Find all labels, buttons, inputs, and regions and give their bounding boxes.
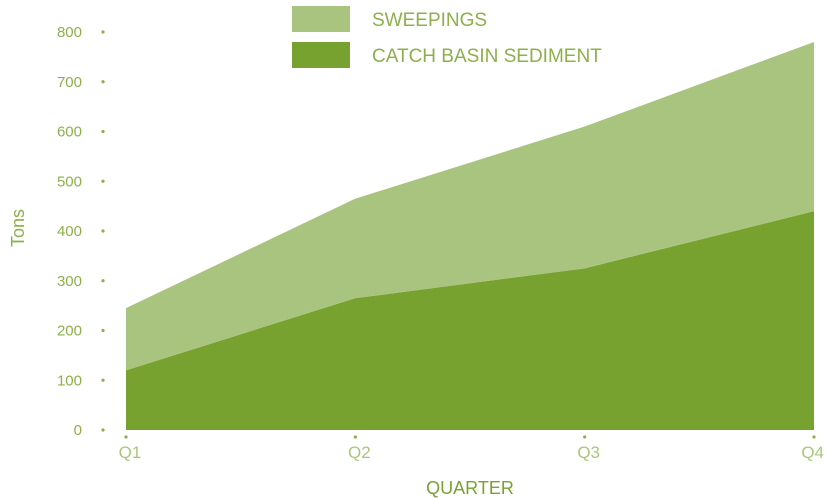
legend-swatch-sweepings — [292, 6, 350, 32]
y-axis: 0 100 200 300 400 500 600 700 800 — [57, 24, 105, 439]
y-tick-mark — [101, 179, 105, 183]
legend: SWEEPINGS CATCH BASIN SEDIMENT — [292, 6, 602, 68]
y-tick-label: 800 — [57, 24, 82, 41]
y-tick-mark — [101, 328, 105, 333]
y-tick-mark — [101, 378, 105, 382]
y-tick-label: 300 — [57, 273, 82, 290]
x-axis-title: QUARTER — [426, 478, 514, 498]
x-tick-label: Q2 — [348, 443, 371, 462]
y-tick-mark — [101, 80, 105, 84]
y-tick-label: 600 — [57, 124, 82, 141]
x-tick-label: Q1 — [119, 443, 142, 462]
y-tick-mark — [101, 229, 105, 233]
x-axis: Q1 Q2 Q3 Q4 — [119, 435, 824, 462]
x-tick-mark — [353, 435, 357, 439]
y-tick-label: 700 — [57, 74, 82, 91]
x-tick-label: Q3 — [577, 443, 600, 462]
area-sweepings — [126, 41, 814, 371]
y-tick-label: 500 — [57, 173, 82, 190]
y-tick-mark — [101, 428, 105, 432]
y-tick-mark — [101, 279, 105, 283]
x-tick-label: Q4 — [801, 443, 824, 462]
legend-swatch-catch-basin-sediment — [292, 42, 350, 68]
y-tick-label: 400 — [57, 223, 82, 240]
y-tick-mark — [101, 30, 105, 34]
legend-label-catch-basin-sediment: CATCH BASIN SEDIMENT — [372, 46, 602, 67]
x-tick-mark — [812, 435, 816, 439]
legend-label-sweepings: SWEEPINGS — [372, 10, 487, 31]
y-tick-label: 200 — [57, 323, 82, 340]
y-axis-title: Tons — [8, 209, 28, 247]
area-catch-basin-sediment — [126, 211, 814, 430]
y-tick-label: 0 — [74, 422, 82, 439]
x-tick-mark — [124, 435, 128, 439]
y-tick-label: 100 — [57, 372, 82, 389]
y-tick-mark — [101, 129, 105, 134]
chart-areas — [126, 41, 814, 430]
x-tick-mark — [583, 435, 587, 439]
